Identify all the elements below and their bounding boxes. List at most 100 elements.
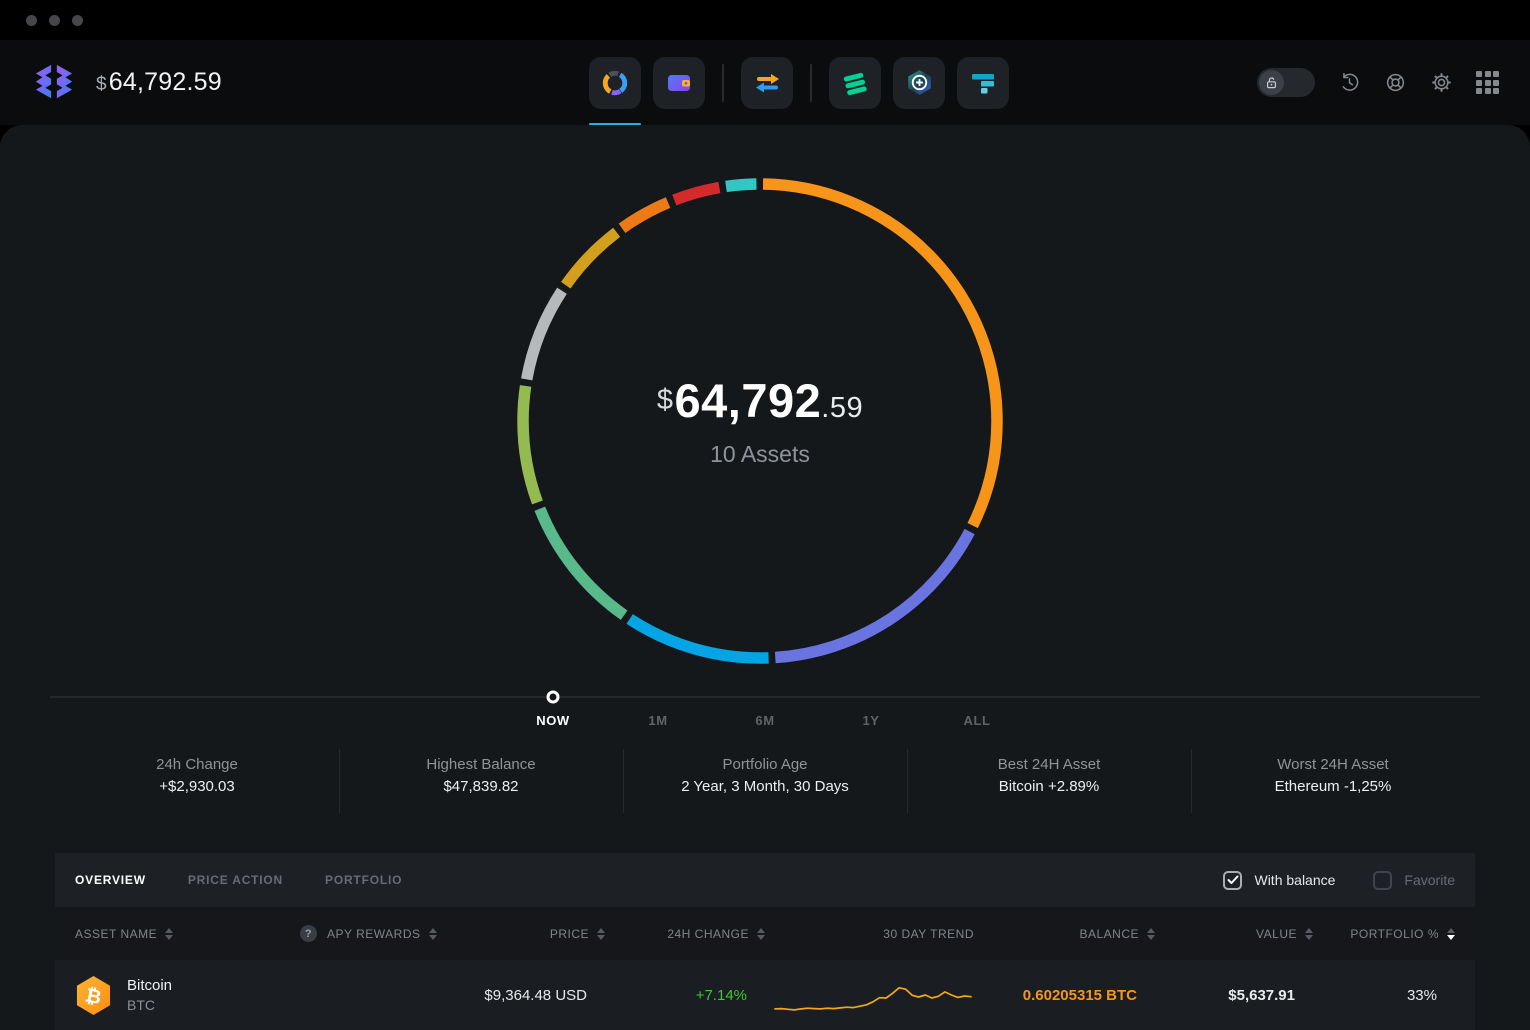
window-control-dot[interactable] <box>72 14 83 26</box>
asset-ticker: BTC <box>127 997 155 1013</box>
sort-icon[interactable] <box>1147 927 1155 940</box>
window-control-dot[interactable] <box>26 14 37 26</box>
sort-icon[interactable] <box>428 927 437 940</box>
svg-text:₿: ₿ <box>83 983 103 1009</box>
timeline-all[interactable]: ALL <box>963 713 991 728</box>
lock-toggle-knob <box>1259 70 1284 95</box>
timeline-1m[interactable]: 1M <box>648 713 668 728</box>
nav-compound-app[interactable] <box>829 56 881 109</box>
nav-divider <box>722 63 724 102</box>
column-asset-name[interactable]: ASSET NAME <box>75 927 300 941</box>
nav-divider <box>810 63 812 102</box>
stat-24h-change: 24h Change +$2,930.03 <box>55 743 339 819</box>
stat-worst-asset: Worst 24H Asset Ethereum -1,25% <box>1191 743 1475 819</box>
nav-ftx-app[interactable] <box>957 56 1009 109</box>
stat-label: Highest Balance <box>426 756 536 773</box>
sort-icon[interactable] <box>597 927 605 940</box>
nav-add-app[interactable] <box>893 56 945 109</box>
balance-cell: 0.60205315 BTC <box>1022 986 1137 1004</box>
unlocked-padlock-icon <box>1266 77 1277 89</box>
sort-icon[interactable] <box>1305 927 1313 940</box>
donut-segment-segment-5 <box>517 178 1003 664</box>
timeline-now[interactable]: NOW <box>536 713 570 728</box>
bitcoin-icon: ₿ <box>76 975 111 1015</box>
nav-wallet-tab[interactable] <box>653 56 705 109</box>
table-tabs-row: OVERVIEW PRICE ACTION PORTFOLIO With bal… <box>55 853 1475 907</box>
wallet-icon <box>668 74 690 91</box>
portfolio-pct-cell: 33% <box>1406 986 1437 1004</box>
timeline-1y[interactable]: 1Y <box>862 713 880 728</box>
column-balance[interactable]: BALANCE <box>980 927 1155 941</box>
total-balance: $64,792.59 <box>510 373 1010 428</box>
app-header: $64,792.59 <box>0 40 1530 126</box>
stat-value: +$2,930.03 <box>159 778 235 795</box>
stat-portfolio-age: Portfolio Age 2 Year, 3 Month, 30 Days <box>623 743 907 819</box>
exchange-arrows-icon <box>755 73 779 92</box>
asset-name: Bitcoin <box>127 977 173 994</box>
window-control-dot[interactable] <box>49 14 60 26</box>
stat-label: Worst 24H Asset <box>1277 756 1389 773</box>
support-icon[interactable] <box>1384 71 1407 94</box>
column-price[interactable]: PRICE <box>480 927 605 941</box>
column-30-day-trend: 30 DAY TREND <box>883 926 974 941</box>
asset-identity: ₿ Bitcoin BTC <box>75 975 300 1016</box>
stat-value: Ethereum -1,25% <box>1274 778 1392 795</box>
portfolio-donut-icon <box>602 70 628 95</box>
timeline-track[interactable] <box>50 696 1480 698</box>
app-logo-icon[interactable] <box>33 62 75 104</box>
tab-overview[interactable]: OVERVIEW <box>75 873 146 887</box>
filter-label: With balance <box>1254 872 1336 888</box>
balance-amount: 64,792.59 <box>108 68 222 96</box>
timeline-6m[interactable]: 6M <box>755 713 775 728</box>
column-apy-rewards[interactable]: ? APY REWARDS <box>300 925 480 942</box>
table-row-bitcoin[interactable]: ₿ Bitcoin BTC $9,364.48 USD +7.14% 0.602… <box>55 960 1475 1030</box>
column-value[interactable]: VALUE <box>1155 927 1313 941</box>
table-header-row: ASSET NAME ? APY REWARDS PRICE 24H CHANG… <box>55 907 1475 960</box>
donut-segment-Bitcoin <box>517 178 1003 664</box>
lock-toggle[interactable] <box>1257 68 1315 97</box>
sort-icon[interactable] <box>757 927 765 940</box>
filter-with-balance[interactable]: With balance <box>1223 870 1336 890</box>
stat-label: Portfolio Age <box>722 756 808 773</box>
bars-chart-icon <box>972 73 994 93</box>
tab-price-action[interactable]: PRICE ACTION <box>187 873 284 887</box>
assets-table: OVERVIEW PRICE ACTION PORTFOLIO With bal… <box>55 853 1475 1030</box>
history-timeline: NOW 1M 6M 1Y ALL <box>50 690 1480 747</box>
window-titlebar <box>0 0 1530 40</box>
hexagon-plus-icon <box>907 70 931 95</box>
price-cell: $9,364.48 USD <box>484 986 587 1004</box>
filter-label: Favorite <box>1404 872 1455 888</box>
help-icon[interactable]: ? <box>300 925 317 942</box>
stat-label: 24h Change <box>156 756 238 773</box>
change-cell: +7.14% <box>695 986 747 1004</box>
header-balance: $64,792.59 <box>96 68 222 97</box>
timeline-marker[interactable] <box>546 690 560 704</box>
table-filters: With balance Favorite <box>1223 870 1455 890</box>
settings-icon[interactable] <box>1430 71 1453 94</box>
stat-value: Bitcoin +2.89% <box>998 778 1100 795</box>
stats-row: 24h Change +$2,930.03 Highest Balance $4… <box>55 743 1475 819</box>
stat-value: 2 Year, 3 Month, 30 Days <box>681 778 849 795</box>
apps-grid-icon[interactable] <box>1476 71 1499 94</box>
sort-icon[interactable] <box>165 927 174 940</box>
compound-icon <box>843 72 867 95</box>
trend-sparkline <box>773 986 972 1011</box>
main-nav <box>589 40 1009 126</box>
filter-favorite[interactable]: Favorite <box>1373 870 1455 890</box>
assets-count: 10 Assets <box>710 441 810 467</box>
history-icon[interactable] <box>1338 71 1361 94</box>
tab-portfolio[interactable]: PORTFOLIO <box>325 873 403 887</box>
nav-exchange-tab[interactable] <box>741 56 793 109</box>
sort-icon-active-desc[interactable] <box>1447 927 1455 940</box>
column-24h-change[interactable]: 24H CHANGE <box>605 927 765 941</box>
donut-segment-segment-3 <box>517 178 1003 664</box>
brand-area: $64,792.59 <box>33 40 222 125</box>
stat-best-asset: Best 24H Asset Bitcoin +2.89% <box>907 743 1191 819</box>
total-currency-symbol: $ <box>656 384 674 416</box>
column-portfolio-pct[interactable]: PORTFOLIO % <box>1313 927 1455 941</box>
value-cell: $5,637.91 <box>1228 986 1295 1004</box>
nav-portfolio-tab[interactable] <box>589 56 641 126</box>
portfolio-total: $64,792.59 10 Assets <box>510 373 1010 468</box>
stat-label: Best 24H Asset <box>997 756 1101 773</box>
portfolio-donut-chart[interactable] <box>510 171 1010 671</box>
